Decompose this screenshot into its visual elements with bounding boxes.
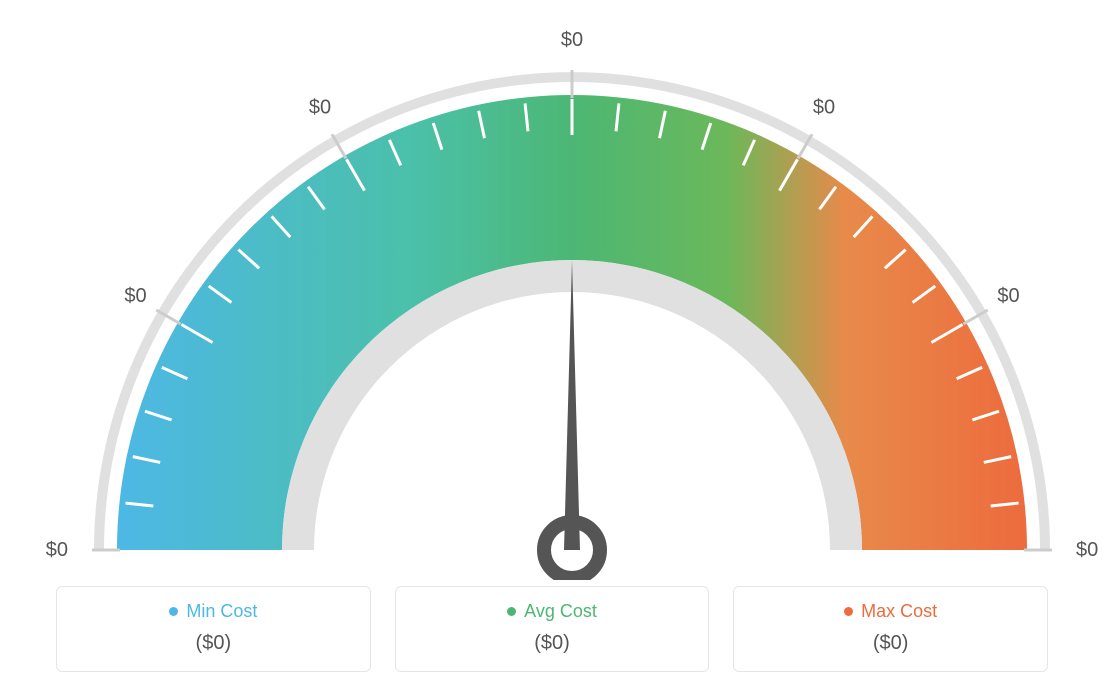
legend-label: Max Cost xyxy=(861,601,937,622)
legend-row: Min Cost ($0) Avg Cost ($0) Max Cost ($0) xyxy=(20,586,1084,672)
legend-dot-icon xyxy=(844,607,853,616)
legend-label: Avg Cost xyxy=(524,601,597,622)
legend-label-row: Max Cost xyxy=(744,601,1037,622)
legend-dot-icon xyxy=(169,607,178,616)
gauge-chart: $0$0$0$0$0$0$0 xyxy=(20,20,1084,580)
legend-value: ($0) xyxy=(406,632,699,655)
legend-label: Min Cost xyxy=(186,601,257,622)
legend-card: Max Cost ($0) xyxy=(733,586,1048,672)
tick-label: $0 xyxy=(561,29,583,51)
legend-card: Min Cost ($0) xyxy=(56,586,371,672)
legend-label-row: Avg Cost xyxy=(406,601,699,622)
tick-label: $0 xyxy=(1076,539,1098,561)
legend-label-row: Min Cost xyxy=(67,601,360,622)
legend-dot-icon xyxy=(507,607,516,616)
legend-card: Avg Cost ($0) xyxy=(395,586,710,672)
tick-label: $0 xyxy=(124,285,146,307)
tick-label: $0 xyxy=(813,97,835,119)
tick-label: $0 xyxy=(46,539,68,561)
legend-value: ($0) xyxy=(744,632,1037,655)
tick-label: $0 xyxy=(309,97,331,119)
gauge-svg: $0 $0 $0 $0 $0 $0 $0 xyxy=(20,20,1104,580)
tick-label: $0 xyxy=(997,285,1019,307)
legend-value: ($0) xyxy=(67,632,360,655)
gauge-needle xyxy=(564,260,580,550)
